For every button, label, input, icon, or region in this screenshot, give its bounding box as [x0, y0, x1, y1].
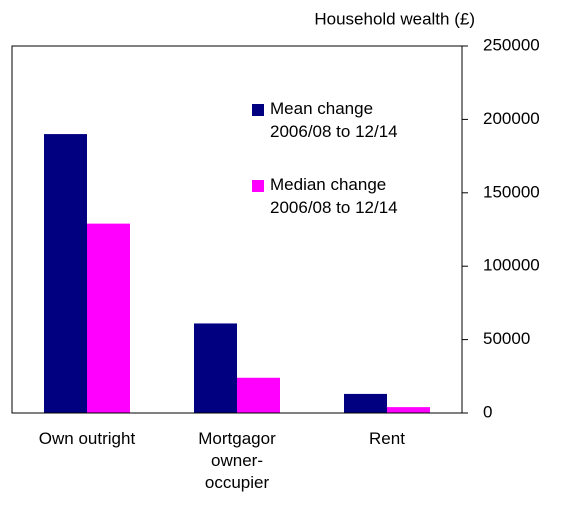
legend-label: Median change 2006/08 to 12/14	[270, 175, 398, 217]
chart-title: Household wealth (£)	[314, 9, 475, 28]
legend-label: Mean change 2006/08 to 12/14	[270, 99, 398, 141]
bar	[87, 223, 130, 413]
y-tick-label: 50000	[483, 329, 530, 348]
y-tick-label: 100000	[483, 256, 540, 275]
bar	[344, 393, 387, 413]
y-tick-label: 200000	[483, 109, 540, 128]
bar	[387, 407, 430, 413]
bar	[44, 134, 87, 413]
x-tick-label: Mortgagor owner-occupier	[198, 429, 276, 492]
bar	[194, 323, 237, 413]
y-tick-label: 150000	[483, 182, 540, 201]
legend-swatch	[252, 104, 264, 116]
plot-frame	[11, 45, 463, 414]
bar	[237, 377, 280, 413]
x-tick-label: Own outright	[38, 429, 136, 448]
y-tick-label: 0	[483, 402, 492, 421]
x-tick-label: Rent	[369, 429, 405, 448]
y-tick-label: 250000	[483, 35, 540, 54]
legend-swatch	[252, 180, 264, 192]
